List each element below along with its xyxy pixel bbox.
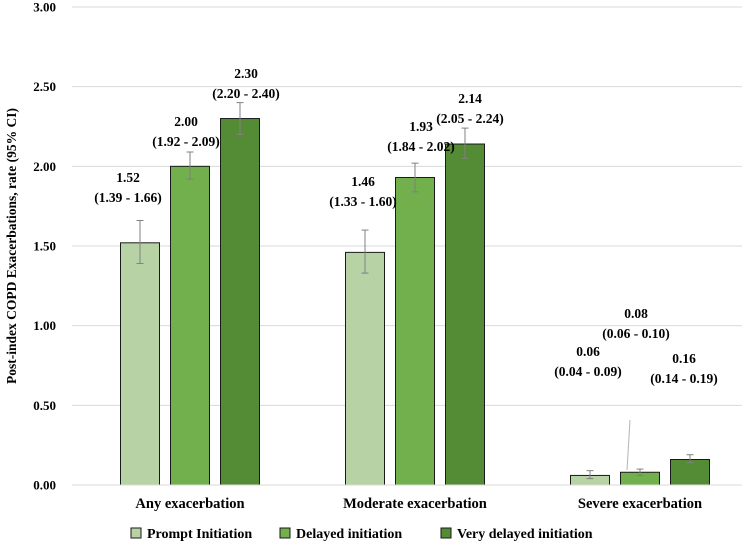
category-label: Severe exacerbation — [578, 496, 702, 512]
data-label-value: 2.14 — [458, 91, 482, 106]
leader-line — [626, 419, 631, 471]
legend-swatch — [130, 527, 142, 539]
data-label-ci: (2.20 - 2.40) — [212, 86, 280, 101]
bar — [220, 118, 260, 486]
y-tick-label: 1.50 — [33, 239, 56, 254]
y-tick-label: 2.00 — [33, 159, 56, 174]
data-label-value: 2.30 — [234, 66, 258, 81]
legend-label: Prompt Initiation — [147, 527, 252, 542]
data-label-ci: (1.92 - 2.09) — [152, 134, 220, 149]
data-label-value: 1.52 — [116, 170, 140, 185]
category-label: Moderate exacerbation — [343, 496, 487, 512]
y-tick-label: 0.50 — [33, 398, 56, 413]
legend-label: Very delayed initiation — [457, 527, 593, 542]
data-label-value: 0.16 — [672, 351, 696, 366]
data-label-value: 2.00 — [174, 114, 198, 129]
y-tick-label: 1.00 — [33, 318, 56, 333]
bar — [395, 176, 435, 486]
data-label-ci: (2.05 - 2.24) — [436, 111, 504, 126]
data-labels: 1.52(1.39 - 1.66)1.46(1.33 - 1.60)0.06(0… — [94, 66, 718, 386]
bar — [120, 242, 160, 486]
bar — [170, 165, 210, 486]
y-tick-label: 2.50 — [33, 79, 56, 94]
error-bars — [136, 102, 694, 480]
category-label: Any exacerbation — [135, 496, 244, 512]
bars — [120, 118, 710, 486]
data-label-ci: (0.04 - 0.09) — [554, 364, 622, 379]
data-label-ci: (1.84 - 2.02) — [387, 139, 455, 154]
data-label-value: 1.46 — [351, 174, 375, 189]
y-tick-label: 0.00 — [33, 478, 56, 493]
bar — [345, 251, 385, 486]
data-label-value: 0.08 — [624, 306, 648, 321]
bar — [670, 459, 710, 486]
data-label-value: 1.93 — [409, 119, 433, 134]
legend: Prompt Initiation Delayed initiation Very … — [130, 527, 593, 542]
legend-swatch — [279, 527, 291, 539]
legend-swatch — [440, 527, 452, 539]
data-label-ci: (1.39 - 1.66) — [94, 190, 162, 205]
bar — [445, 143, 485, 486]
category-labels: Any exacerbation Moderate exacerbation Sev… — [135, 496, 702, 512]
data-label-value: 0.06 — [576, 344, 600, 359]
data-label-ci: (0.14 - 0.19) — [650, 371, 718, 386]
data-label-ci: (1.33 - 1.60) — [329, 194, 397, 209]
y-tick-label: 3.00 — [33, 0, 56, 15]
y-axis-ticks: 0.00 0.50 1.00 1.50 2.00 2.50 3.00 — [33, 0, 56, 493]
y-axis-label: Post-index COPD Exacerbations, rate (95%… — [4, 108, 19, 384]
data-label-ci: (0.06 - 0.10) — [602, 326, 670, 341]
legend-label: Delayed initiation — [296, 527, 402, 542]
